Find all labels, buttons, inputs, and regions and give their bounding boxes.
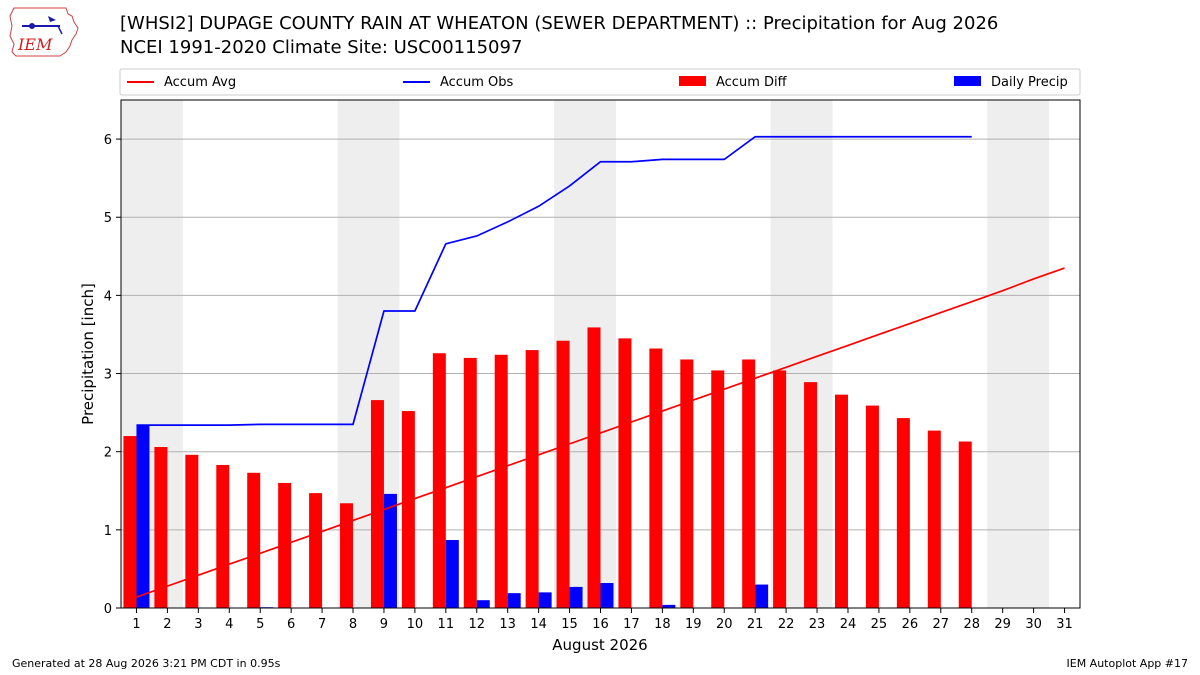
y-tick-label: 1 bbox=[104, 524, 112, 539]
accum-diff-bar bbox=[340, 503, 354, 608]
accum-diff-bar bbox=[618, 338, 632, 608]
x-tick-label: 8 bbox=[349, 617, 357, 632]
y-tick-label: 5 bbox=[104, 211, 112, 226]
x-tick-label: 12 bbox=[468, 617, 485, 632]
legend-item-accum-avg-label: Accum Avg bbox=[164, 75, 236, 90]
x-tick-label: 5 bbox=[256, 617, 264, 632]
accum-diff-bar bbox=[834, 394, 848, 608]
x-tick-label: 26 bbox=[902, 617, 919, 632]
accum-diff-bar bbox=[711, 370, 725, 608]
x-axis-label: August 2026 bbox=[552, 636, 647, 654]
x-tick-label: 21 bbox=[747, 617, 764, 632]
x-tick-label: 17 bbox=[623, 617, 640, 632]
accum-diff-bar bbox=[587, 327, 601, 608]
x-tick-label: 14 bbox=[530, 617, 547, 632]
accum-avg-line bbox=[136, 267, 1065, 598]
x-tick-label: 2 bbox=[163, 617, 171, 632]
accum-diff-bar bbox=[927, 430, 941, 608]
accum-diff-bar bbox=[742, 359, 756, 608]
x-tick-label: 27 bbox=[933, 617, 950, 632]
daily-precip-bar bbox=[600, 582, 614, 608]
x-tick-label: 20 bbox=[716, 617, 733, 632]
x-tick-label: 22 bbox=[778, 617, 795, 632]
daily-precip-bar bbox=[383, 493, 397, 608]
x-tick-label: 6 bbox=[287, 617, 295, 632]
accum-diff-bar bbox=[525, 350, 539, 608]
y-tick-label: 6 bbox=[104, 133, 112, 148]
accum-diff-bar bbox=[463, 357, 477, 608]
x-tick-label: 3 bbox=[194, 617, 202, 632]
accum-diff-bar bbox=[649, 348, 663, 608]
autoplot-app-label: IEM Autoplot App #17 bbox=[1066, 657, 1189, 670]
daily-precip-bar bbox=[569, 586, 583, 608]
x-tick-label: 7 bbox=[318, 617, 326, 632]
daily-precip-bar bbox=[507, 593, 521, 608]
legend-item-daily-precip-label: Daily Precip bbox=[991, 75, 1068, 90]
accum-diff-bar bbox=[216, 464, 230, 608]
daily-precip-bar bbox=[538, 592, 552, 608]
accum-diff-bar bbox=[680, 359, 694, 608]
accum-diff-bar bbox=[804, 382, 818, 608]
legend-item-daily-precip-swatch bbox=[954, 76, 981, 86]
accum-diff-bar bbox=[309, 493, 323, 608]
x-tick-label: 24 bbox=[840, 617, 857, 632]
accum-diff-bar bbox=[773, 370, 787, 608]
logo-text: IEM bbox=[17, 35, 53, 54]
x-tick-label: 31 bbox=[1056, 617, 1073, 632]
y-axis-label: Precipitation [inch] bbox=[79, 283, 97, 425]
x-tick-label: 25 bbox=[871, 617, 888, 632]
generated-timestamp: Generated at 28 Aug 2026 3:21 PM CDT in … bbox=[12, 657, 281, 670]
chart-subtitle: NCEI 1991-2020 Climate Site: USC00115097 bbox=[120, 37, 523, 58]
accum-obs-line bbox=[136, 135, 972, 426]
x-tick-label: 29 bbox=[994, 617, 1011, 632]
daily-precip-bar bbox=[136, 425, 150, 608]
chart-title: [WHSI2] DUPAGE COUNTY RAIN AT WHEATON (S… bbox=[120, 13, 999, 34]
y-tick-label: 4 bbox=[104, 289, 112, 304]
x-tick-label: 19 bbox=[685, 617, 702, 632]
weekend-shade bbox=[987, 100, 1050, 608]
accum-diff-bar bbox=[556, 340, 570, 608]
accum-diff-bar bbox=[494, 354, 508, 608]
x-tick-label: 28 bbox=[963, 617, 980, 632]
y-tick-label: 2 bbox=[104, 446, 112, 461]
x-tick-label: 1 bbox=[132, 617, 140, 632]
y-tick-label: 0 bbox=[104, 602, 112, 617]
accum-diff-bar bbox=[370, 400, 384, 608]
daily-precip-bar bbox=[476, 600, 490, 608]
legend-item-accum-diff-swatch bbox=[679, 76, 706, 86]
x-tick-label: 15 bbox=[561, 617, 578, 632]
legend-box bbox=[119, 68, 1081, 96]
legend-item-accum-obs-label: Accum Obs bbox=[440, 75, 513, 90]
accum-diff-bar bbox=[247, 472, 261, 608]
accum-diff-bar bbox=[154, 447, 168, 608]
accum-diff-bar bbox=[432, 353, 446, 608]
accum-diff-bar bbox=[958, 441, 972, 608]
x-tick-label: 18 bbox=[654, 617, 671, 632]
accum-diff-bar bbox=[896, 418, 910, 608]
x-tick-label: 9 bbox=[380, 617, 388, 632]
x-tick-label: 23 bbox=[809, 617, 826, 632]
accum-diff-bar bbox=[401, 411, 415, 608]
accum-diff-bar bbox=[185, 454, 199, 608]
legend-item-accum-diff-label: Accum Diff bbox=[716, 75, 788, 90]
x-tick-label: 11 bbox=[438, 617, 455, 632]
daily-precip-bar bbox=[662, 604, 676, 608]
y-tick-label: 3 bbox=[104, 368, 112, 383]
x-tick-label: 30 bbox=[1025, 617, 1042, 632]
x-tick-label: 10 bbox=[407, 617, 424, 632]
x-tick-label: 4 bbox=[225, 617, 233, 632]
accum-diff-bar bbox=[123, 436, 137, 608]
x-tick-label: 13 bbox=[499, 617, 516, 632]
iem-logo: IEM bbox=[9, 7, 79, 57]
daily-precip-bar bbox=[755, 584, 769, 608]
x-tick-label: 16 bbox=[592, 617, 609, 632]
daily-precip-bar bbox=[445, 540, 459, 608]
accum-diff-bar bbox=[865, 405, 879, 608]
